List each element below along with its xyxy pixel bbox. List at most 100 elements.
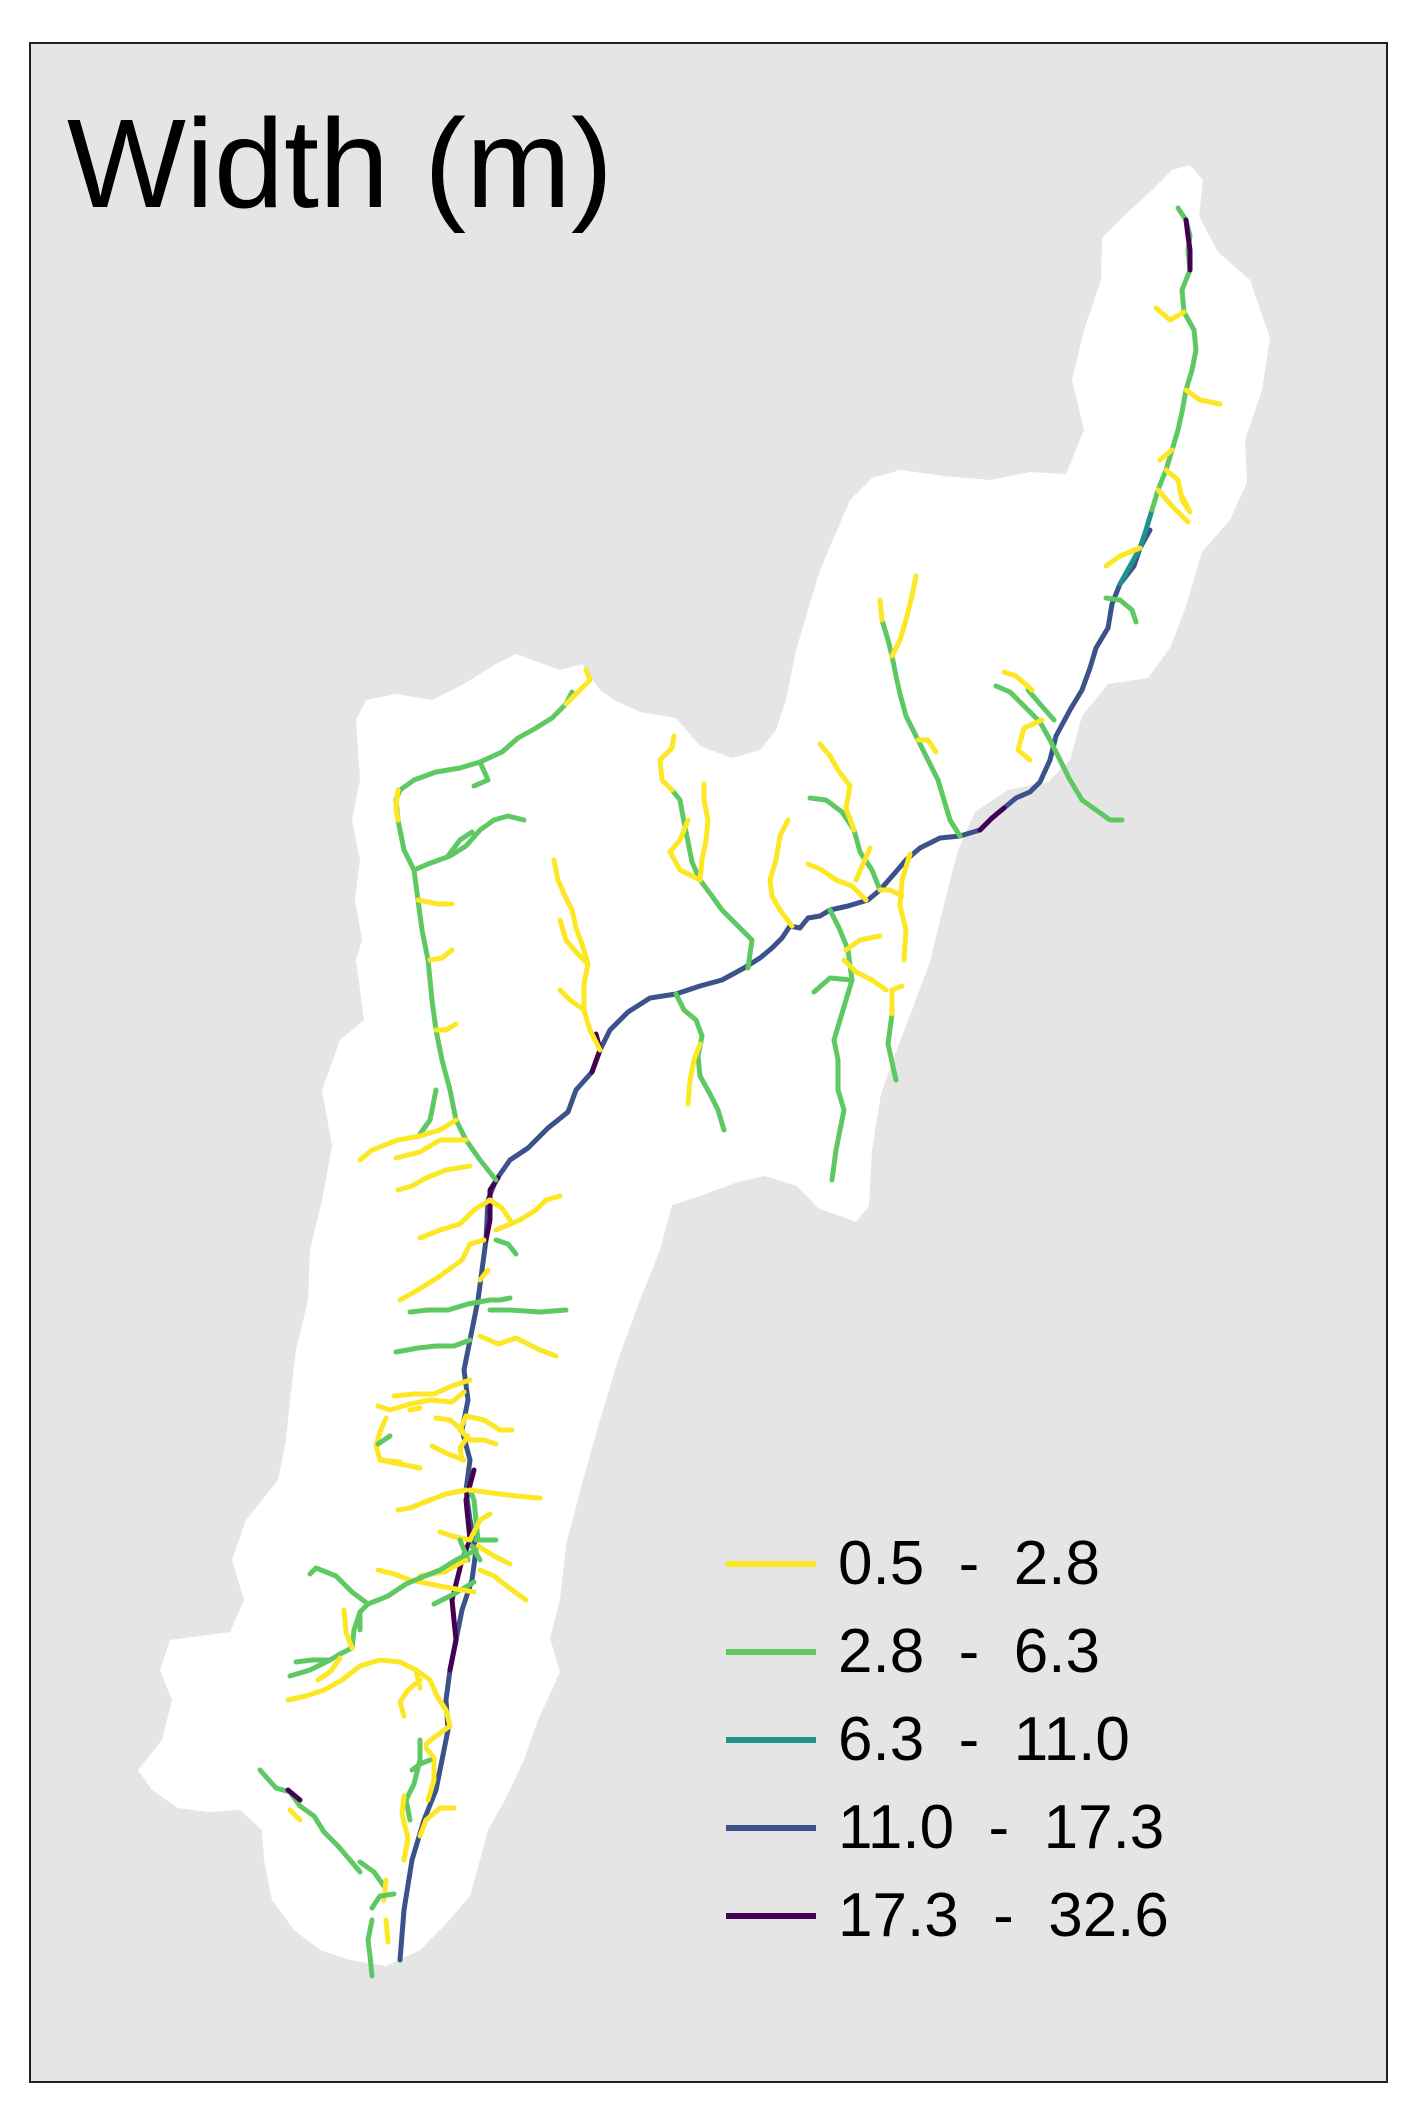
stream-segment (471, 759, 491, 789)
stream-segment (293, 1657, 333, 1665)
legend-swatch (726, 1649, 816, 1655)
stream-segment (767, 817, 795, 929)
stream-segment (357, 1117, 459, 1163)
stream-segment (393, 1137, 469, 1161)
stream-segment (357, 1859, 387, 1889)
stream-segment (1057, 757, 1125, 823)
stream-segment (285, 1787, 303, 1803)
stream-segment (413, 1667, 423, 1691)
stream-segment (365, 1917, 375, 1979)
stream-segment (469, 1543, 483, 1563)
legend-label: 11.0 - 17.3 (838, 1793, 1165, 1862)
stream-segment (841, 957, 889, 993)
stream-segment (1103, 545, 1143, 569)
stream-segment (467, 1487, 543, 1501)
stream-segment (433, 1021, 459, 1033)
stream-segment (463, 1413, 515, 1433)
stream-segment (489, 1295, 513, 1303)
stream-segment (375, 1389, 467, 1413)
stream-segment (557, 987, 587, 1013)
stream-segment (397, 689, 575, 793)
stream-segment (467, 1511, 493, 1543)
legend-swatch (726, 1825, 816, 1831)
stream-segment (563, 667, 593, 707)
stream-segment (307, 1565, 371, 1607)
stream-segment (805, 861, 869, 903)
legend-item: 11.0 - 17.3 (726, 1784, 1169, 1872)
stream-segment (395, 1487, 469, 1513)
stream-segment (817, 741, 857, 833)
stream-segment (897, 851, 913, 963)
stream-segment (431, 1579, 477, 1607)
stream-segment (477, 1267, 491, 1283)
stream-segment (467, 1437, 499, 1447)
stream-segment (889, 983, 905, 1017)
legend-swatch (726, 1913, 816, 1919)
stream-segment (877, 887, 905, 899)
legend-swatch (726, 1561, 816, 1567)
legend-item: 6.3 - 11.0 (726, 1696, 1169, 1784)
stream-segment (391, 1377, 473, 1399)
stream-segment (685, 1041, 703, 1107)
stream-segment (399, 1793, 411, 1863)
stream-segment (395, 1163, 473, 1193)
stream-segment (915, 737, 939, 755)
stream-segment (889, 573, 919, 659)
stream-segment (1103, 595, 1139, 625)
legend-label: 6.3 - 11.0 (838, 1705, 1130, 1774)
stream-segment (409, 1757, 433, 1773)
stream-segment (853, 845, 873, 883)
stream-segment (477, 1567, 529, 1603)
legend-item: 2.8 - 6.3 (726, 1608, 1169, 1696)
stream-segment (483, 1175, 501, 1243)
stream-segment (977, 805, 1007, 833)
stream-segment (285, 1657, 441, 1703)
stream-segment (1015, 717, 1045, 763)
stream-segment (429, 1443, 467, 1463)
stream-segment (877, 597, 885, 623)
stream-segment (393, 1337, 473, 1355)
watershed-boundary (138, 165, 1270, 1966)
stream-segment (1163, 467, 1193, 515)
stream-segment (1157, 447, 1175, 463)
legend-item: 0.5 - 2.8 (726, 1520, 1169, 1608)
stream-segment (415, 897, 455, 907)
stream-segment (493, 1193, 563, 1233)
stream-segment (411, 813, 527, 873)
stream-segment (477, 1333, 559, 1359)
stream-segment (557, 917, 591, 967)
stream-segment (885, 1011, 899, 1083)
stream-segment (397, 1237, 487, 1303)
stream-segment (525, 907, 833, 1151)
stream-segment (993, 683, 1063, 763)
stream-segment (1183, 217, 1193, 273)
stream-segment (423, 1695, 453, 1747)
stream-segment (697, 781, 711, 883)
stream-segment (1155, 487, 1191, 525)
legend-label: 2.8 - 6.3 (838, 1617, 1100, 1686)
stream-segment (445, 829, 475, 859)
stream-segment (1001, 669, 1035, 693)
legend-swatch (726, 1737, 816, 1743)
stream-segment (437, 1529, 473, 1543)
stream-segment (257, 1767, 363, 1875)
stream-segment (377, 1457, 423, 1471)
stream-segment (433, 1415, 465, 1433)
stream-segment (551, 857, 603, 1053)
legend-label: 17.3 - 32.6 (838, 1881, 1169, 1950)
stream-segment (657, 733, 677, 793)
stream-segment (407, 1405, 423, 1413)
legend-item: 17.3 - 32.6 (726, 1872, 1169, 1960)
stream-segment (457, 1433, 471, 1463)
stream-segment (393, 787, 499, 1183)
stream-segment (1183, 387, 1223, 407)
stream-segment (423, 1745, 437, 1803)
stream-segment (487, 1307, 569, 1315)
stream-segment (827, 527, 1153, 913)
stream-segment (383, 1917, 391, 1945)
stream-segment (341, 1607, 355, 1651)
stream-segment (369, 1891, 397, 1911)
stream-segment (393, 787, 401, 823)
stream-segment (417, 1197, 493, 1241)
